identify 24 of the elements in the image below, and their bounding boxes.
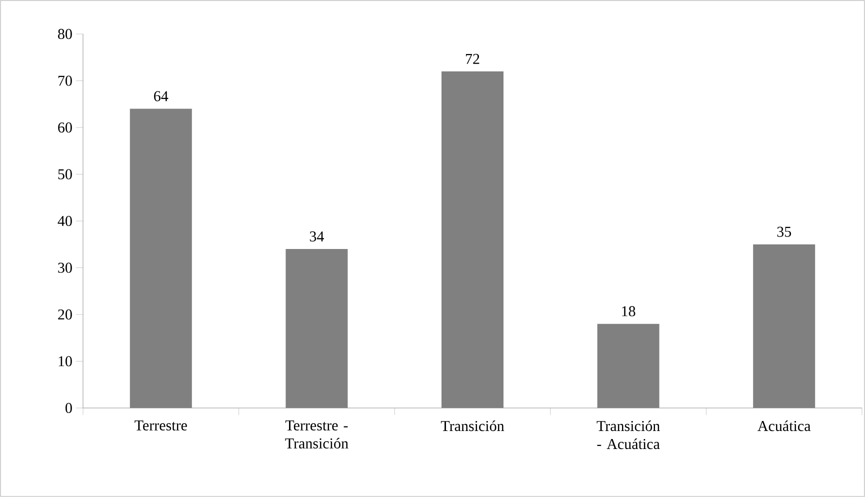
bar	[130, 108, 192, 408]
y-tick-label: 20	[58, 309, 72, 320]
bar	[286, 249, 348, 408]
y-tick-label: 50	[58, 169, 72, 180]
bar	[442, 71, 504, 408]
x-tick-label: Terrestre - Transición	[285, 420, 348, 448]
y-tick-label: 80	[58, 28, 72, 40]
x-tick-label: Acuática	[758, 420, 811, 432]
y-tick-label: 10	[58, 356, 72, 366]
data-label: 18	[622, 306, 636, 316]
x-tick-label: Transición	[440, 420, 504, 432]
bar	[753, 244, 816, 408]
y-tick-label: 60	[58, 122, 72, 133]
data-label: 72	[466, 54, 480, 64]
y-tick-label: 0	[66, 402, 72, 414]
x-tick-label: Transición - Acuática	[596, 420, 660, 450]
data-label: 34	[310, 231, 324, 242]
bar	[597, 324, 660, 408]
y-tick-label: 70	[58, 76, 72, 86]
data-label: 64	[154, 91, 168, 102]
y-tick-label: 40	[58, 216, 72, 226]
y-tick-label: 30	[58, 262, 72, 273]
data-label: 35	[777, 226, 792, 237]
x-tick-label: Terrestre	[134, 420, 187, 430]
